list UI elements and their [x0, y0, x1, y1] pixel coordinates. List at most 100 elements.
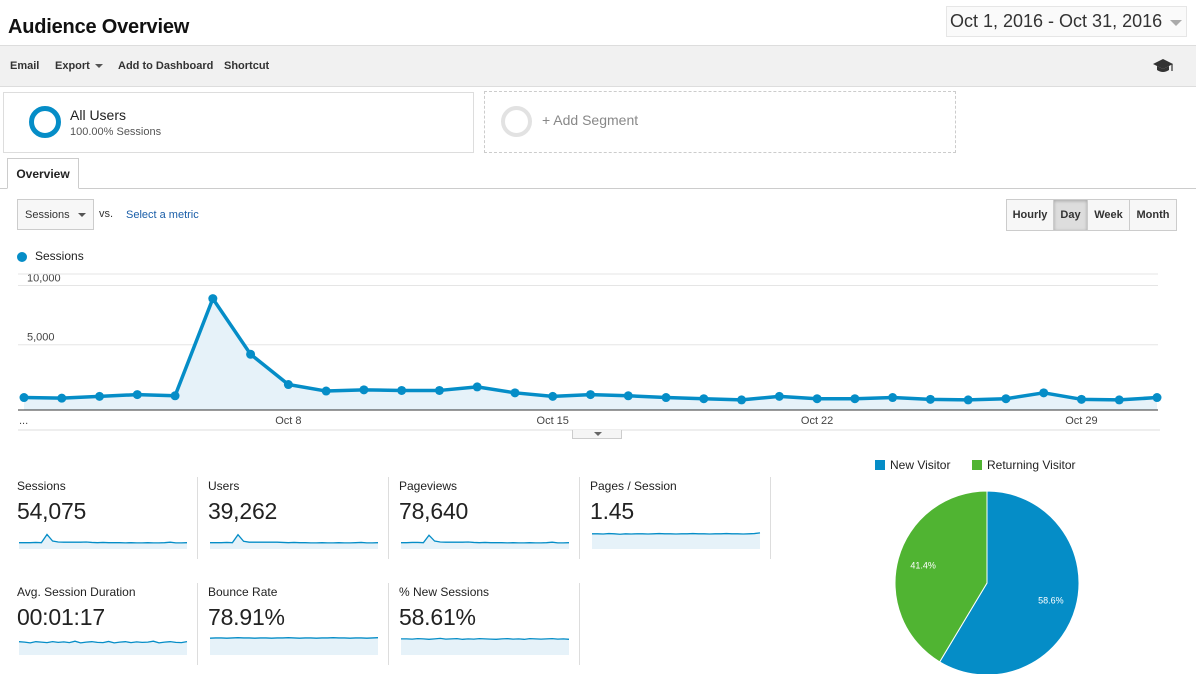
data-point: [548, 391, 558, 401]
visitor-pie-chart: 58.6% 41.4%: [894, 490, 1080, 674]
date-range-picker[interactable]: Oct 1, 2016 - Oct 31, 2016: [946, 6, 1187, 37]
stat-label: Pageviews: [399, 479, 458, 493]
data-point: [57, 393, 67, 403]
x-tick-label: Oct 15: [537, 415, 569, 427]
legend-returning-visitor[interactable]: Returning Visitor: [972, 458, 1076, 472]
data-point: [95, 391, 105, 401]
sparkline: [209, 637, 379, 655]
empty-segment-ring-icon: [501, 106, 532, 137]
stat-new-sessions[interactable]: % New Sessions 58.61%: [399, 585, 571, 667]
page-title: Audience Overview: [8, 16, 190, 38]
divider: [770, 477, 771, 559]
data-point: [321, 386, 331, 396]
legend-label: New Visitor: [890, 458, 951, 472]
x-tick-label: Oct 8: [275, 415, 301, 427]
sparkline-area: [592, 532, 760, 549]
y-tick-label: 5,000: [27, 332, 55, 344]
stat-bounce-rate[interactable]: Bounce Rate 78.91%: [208, 585, 380, 667]
divider: [579, 477, 580, 559]
divider: [197, 477, 198, 559]
stat-pages-per-session[interactable]: Pages / Session 1.45: [590, 479, 762, 561]
data-point: [1152, 393, 1162, 403]
hourly-button[interactable]: Hourly: [1007, 200, 1054, 230]
sparkline-area: [210, 534, 378, 549]
stat-pageviews[interactable]: Pageviews 78,640: [399, 479, 571, 561]
week-button[interactable]: Week: [1088, 200, 1130, 230]
data-point: [963, 395, 973, 405]
stat-value: 78.91%: [208, 604, 285, 630]
sparkline-line: [19, 533, 188, 544]
data-point: [699, 394, 709, 404]
x-tick-label: Oct 29: [1065, 415, 1097, 427]
data-point: [1001, 394, 1011, 404]
sparkline-area: [19, 641, 187, 655]
sparkline: [592, 532, 761, 549]
stat-avg-session-duration[interactable]: Avg. Session Duration 00:01:17: [17, 585, 189, 667]
export-button[interactable]: Export: [55, 60, 103, 72]
stat-label: % New Sessions: [399, 585, 490, 599]
tab-divider: [0, 188, 1196, 189]
data-point: [359, 385, 369, 395]
stat-value: 58.61%: [399, 604, 476, 630]
email-button[interactable]: Email: [10, 60, 40, 72]
data-point: [850, 394, 860, 404]
legend-swatch: [972, 460, 982, 470]
stat-value: 1.45: [590, 498, 634, 524]
add-to-dashboard-button[interactable]: Add to Dashboard: [118, 60, 214, 72]
stat-users[interactable]: Users 39,262: [208, 479, 380, 561]
data-point: [586, 390, 595, 400]
legend-label: Returning Visitor: [987, 458, 1076, 472]
chevron-down-icon: [1170, 20, 1182, 26]
stat-sessions[interactable]: Sessions 54,075: [17, 479, 189, 561]
add-segment-button[interactable]: + Add Segment: [484, 91, 956, 153]
sparkline-area: [19, 534, 187, 549]
segment-percentage: 100.00% Sessions: [70, 126, 162, 138]
sparkline: [19, 533, 188, 549]
data-point: [283, 380, 293, 390]
data-point: [623, 391, 633, 401]
chevron-down-icon: [594, 432, 602, 436]
sparkline: [18, 640, 188, 655]
data-point: [1039, 388, 1049, 398]
data-point: [661, 393, 671, 403]
legend-new-visitor[interactable]: New Visitor: [875, 458, 950, 472]
data-point: [1114, 395, 1124, 405]
sparkline: [401, 637, 570, 655]
sparkline-area: [210, 637, 378, 655]
day-button[interactable]: Day: [1054, 200, 1088, 230]
data-point: [472, 382, 482, 392]
data-point: [19, 393, 29, 403]
page-header: Audience Overview Oct 1, 2016 - Oct 31, …: [0, 0, 1196, 46]
data-point: [510, 388, 520, 398]
sessions-line-chart: 10,000 5,000... Oct 8 Oct 15 Oct 22 Oct 29: [18, 272, 1162, 431]
stat-label: Pages / Session: [590, 479, 677, 493]
chart-collapse-handle[interactable]: [572, 430, 622, 439]
shortcut-button[interactable]: Shortcut: [224, 60, 270, 72]
divider: [197, 583, 198, 665]
stat-value: 54,075: [17, 498, 87, 524]
data-point: [812, 394, 822, 404]
stat-value: 00:01:17: [17, 604, 105, 630]
segment-ring-icon: [29, 106, 61, 138]
granularity-toggle: Hourly Day Week Month: [1006, 199, 1177, 231]
export-label: Export: [55, 60, 90, 72]
chevron-down-icon: [94, 64, 103, 69]
month-button[interactable]: Month: [1136, 209, 1170, 221]
sparkline-line: [401, 534, 570, 544]
graduation-cap-icon[interactable]: [1152, 56, 1174, 76]
divider: [388, 477, 389, 559]
sparkline: [210, 533, 379, 549]
data-point: [1076, 394, 1086, 404]
tab-overview[interactable]: Overview: [7, 158, 79, 189]
data-point: [170, 391, 180, 401]
stat-label: Sessions: [17, 479, 66, 493]
divider: [579, 583, 580, 665]
stat-value: 78,640: [399, 498, 469, 524]
sparkline-line: [401, 637, 570, 640]
pie-slice-new-visitor: [938, 490, 1080, 674]
select-metric-link[interactable]: Select a metric: [126, 209, 199, 221]
segment-all-users[interactable]: All Users 100.00% Sessions: [3, 92, 474, 153]
sparkline-line: [592, 532, 761, 535]
metric-select[interactable]: Sessions: [17, 199, 94, 230]
stat-label: Users: [208, 479, 240, 493]
